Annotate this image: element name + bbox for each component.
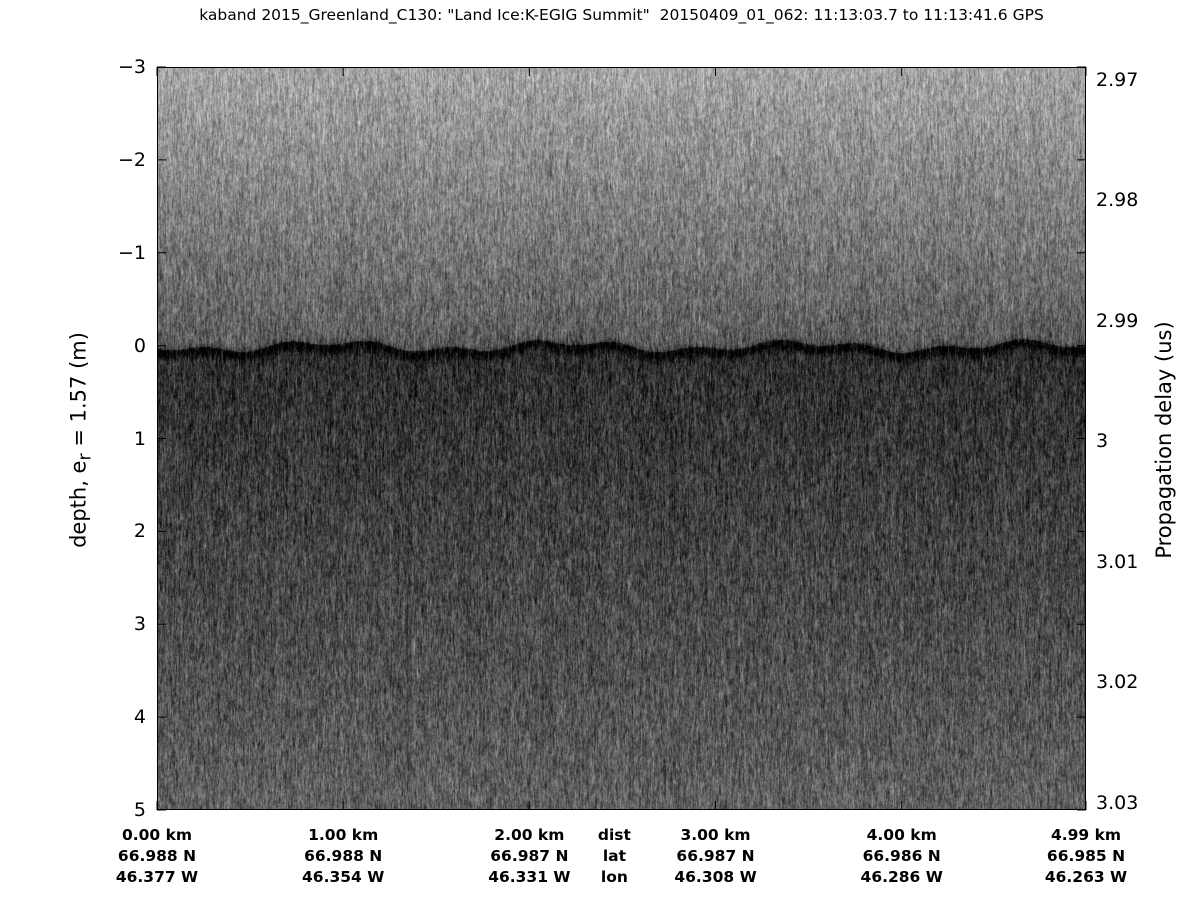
y2-axis-label: Propagation delay (us) [1152, 321, 1176, 559]
x-lon-label: 46.354 W [302, 868, 385, 886]
y-tick-label: −1 [117, 241, 146, 264]
x-lon-label: 46.286 W [860, 868, 943, 886]
y2-tick-label: 3.03 [1096, 791, 1139, 814]
x-lon-label: 46.263 W [1044, 868, 1128, 886]
x-lat-label: 66.988 N [117, 847, 197, 865]
y-tick-label: 2 [133, 520, 146, 543]
x-lon-label: 46.308 W [674, 868, 757, 886]
x-row-name-lat: lat [602, 847, 627, 865]
x-dist-label: 4.99 km [1050, 826, 1122, 844]
y2-tick-label: 2.98 [1096, 189, 1139, 212]
y2-tick-label: 3.01 [1096, 550, 1139, 573]
y-axis-label: depth, er = 1.57 (m) [66, 332, 97, 548]
chart-title: kaband 2015_Greenland_C130: "Land Ice:K-… [199, 6, 1044, 24]
x-dist-label: 0.00 km [121, 826, 193, 844]
y-label-rest: = 1.57 (m) [66, 332, 91, 454]
x-dist-label: 4.00 km [866, 826, 937, 844]
radar-echogram-image [157, 67, 1086, 810]
y-label-main: depth, e [66, 460, 91, 548]
x-lat-label: 66.985 N [1046, 847, 1126, 865]
x-lat-label: 66.986 N [862, 847, 941, 865]
x-dist-label: 1.00 km [308, 826, 379, 844]
x-lon-label: 46.331 W [488, 868, 571, 886]
x-dist-label: 3.00 km [680, 826, 751, 844]
y2-tick-label: 3.02 [1096, 671, 1139, 694]
y-tick-label: 1 [133, 427, 146, 450]
x-lon-label: 46.377 W [115, 868, 199, 886]
x-lat-label: 66.988 N [304, 847, 383, 865]
y2-tick-label: 3 [1096, 430, 1109, 453]
y-label-sub: r [75, 453, 96, 461]
y-tick-label: 4 [133, 706, 146, 729]
y2-tick-label: 2.99 [1096, 309, 1139, 332]
x-dist-label: 2.00 km [494, 826, 565, 844]
x-lat-label: 66.987 N [676, 847, 755, 865]
x-lat-label: 66.987 N [490, 847, 569, 865]
x-row-name-dist: dist [597, 826, 631, 844]
x-row-name-lon: lon [600, 868, 628, 886]
y2-tick-label: 2.97 [1096, 69, 1139, 91]
y-tick-label: −2 [117, 148, 146, 171]
y-tick-label: 3 [133, 613, 146, 636]
y-tick-label: −3 [117, 56, 146, 78]
y-tick-label: 0 [133, 334, 146, 357]
y-tick-label: 5 [133, 799, 146, 821]
